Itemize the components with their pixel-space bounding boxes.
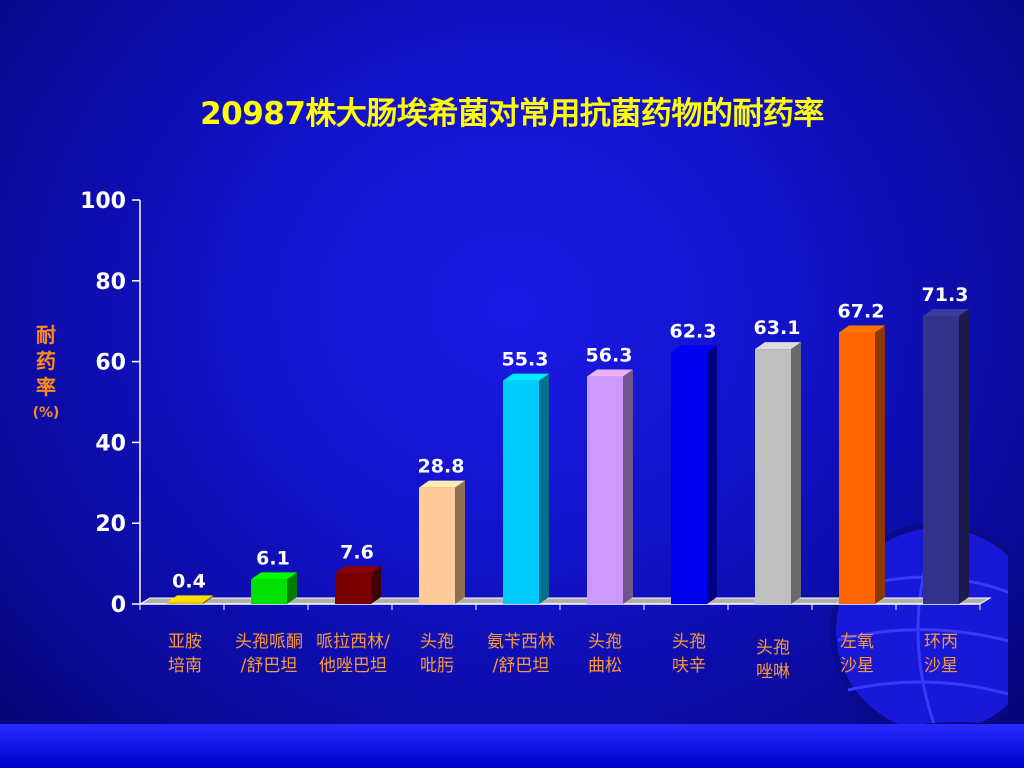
bar <box>587 369 633 604</box>
bar-top <box>335 566 381 574</box>
bar-layer <box>167 308 969 604</box>
bar-front <box>251 579 287 604</box>
bar-top <box>671 345 717 353</box>
y-axis-label-char: 耐 <box>36 323 56 347</box>
data-label-layer: 0.4 6.1 7.6 28.8 55.3 56.3 62.3 63.1 67.2 71.3 <box>172 284 968 592</box>
bar <box>419 480 465 604</box>
category-label: 哌拉西林/ 他唑巴坦 <box>316 632 390 676</box>
bar-front <box>755 349 791 604</box>
bottom-band <box>0 724 1024 768</box>
bar-front <box>419 487 455 604</box>
bar <box>755 342 801 604</box>
bar-top <box>419 480 465 488</box>
bar-top <box>167 595 213 603</box>
bar-side <box>203 595 213 604</box>
bar-top <box>923 308 969 316</box>
bar-side <box>623 369 633 604</box>
category-label: 头孢哌酮 /舒巴坦 <box>235 632 303 676</box>
category-label: 环丙 沙星 <box>924 632 958 676</box>
bar-top <box>503 373 549 381</box>
data-label: 55.3 <box>502 349 549 371</box>
y-axis-label-main: 耐药率 <box>28 322 64 400</box>
bar <box>839 325 885 604</box>
bar-front <box>335 573 371 604</box>
bar <box>251 572 297 604</box>
bar-top <box>251 572 297 580</box>
bar <box>923 308 969 604</box>
bar-side <box>791 342 801 604</box>
data-label: 71.3 <box>922 284 969 306</box>
bar-side <box>539 373 549 604</box>
data-label: 0.4 <box>172 570 206 592</box>
bar-top <box>839 325 885 333</box>
bar <box>503 373 549 604</box>
bar-front <box>167 602 203 604</box>
data-label: 6.1 <box>256 547 290 569</box>
bar-side <box>287 572 297 604</box>
y-tick-label: 40 <box>95 431 126 456</box>
category-label: 亚胺 培南 <box>168 632 202 676</box>
y-axis-label: 耐药率 (%) <box>28 322 64 426</box>
y-tick-label: 60 <box>95 351 126 376</box>
y-tick-label: 0 <box>111 593 126 618</box>
data-label: 28.8 <box>418 456 465 478</box>
bar-front <box>671 352 707 604</box>
bar <box>335 566 381 604</box>
bar <box>671 345 717 604</box>
bar-top <box>587 369 633 377</box>
data-label: 7.6 <box>340 541 374 563</box>
bar-front <box>839 332 875 604</box>
bar-front <box>587 376 623 604</box>
category-label: 头孢 吡肟 <box>420 632 454 676</box>
data-label: 67.2 <box>838 301 885 323</box>
bar-side <box>707 345 717 604</box>
y-tick-label: 20 <box>95 512 126 537</box>
bar-side <box>371 566 381 604</box>
y-tick-label: 100 <box>80 189 126 214</box>
y-axis-label-unit: (%) <box>32 405 60 421</box>
data-label: 63.1 <box>754 317 801 339</box>
category-label: 氨苄西林 /舒巴坦 <box>487 632 555 676</box>
chart-title: 20987株大肠埃希菌对常用抗菌药物的耐药率 <box>200 96 824 132</box>
bar-side <box>875 325 885 604</box>
bar-side <box>959 308 969 604</box>
y-axis-label-char: 药 <box>36 349 56 373</box>
category-label: 左氧 沙星 <box>840 632 874 676</box>
data-label: 62.3 <box>670 320 717 342</box>
bar <box>167 595 213 604</box>
data-label: 56.3 <box>586 345 633 367</box>
y-tick-label: 80 <box>95 270 126 295</box>
y-axis-label-char: 率 <box>36 375 56 399</box>
category-label: 头孢 曲松 <box>588 632 622 676</box>
category-label: 头孢 唑啉 <box>756 638 790 682</box>
bar-side <box>455 480 465 604</box>
bar-front <box>503 380 539 604</box>
bar-top <box>755 342 801 350</box>
category-label: 头孢 呋辛 <box>672 632 706 676</box>
bar-front <box>923 315 959 604</box>
